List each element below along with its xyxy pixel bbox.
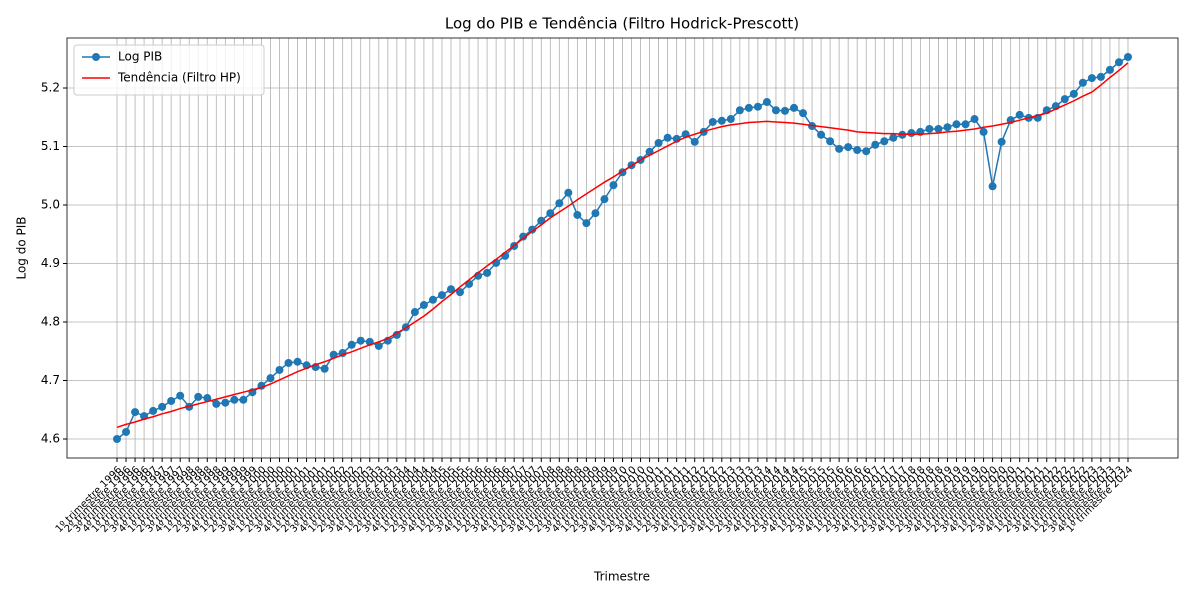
data-point bbox=[456, 288, 465, 297]
data-point bbox=[1123, 53, 1132, 62]
data-point bbox=[230, 395, 239, 404]
data-point bbox=[1060, 95, 1069, 104]
data-point bbox=[392, 330, 401, 339]
data-point bbox=[1096, 72, 1105, 81]
data-point bbox=[410, 308, 419, 317]
data-point bbox=[1114, 58, 1123, 67]
data-point bbox=[853, 146, 862, 155]
data-point bbox=[519, 232, 528, 241]
x-axis-label: Trimestre bbox=[593, 570, 650, 584]
legend-marker bbox=[92, 53, 100, 61]
data-point bbox=[113, 434, 122, 443]
legend: Log PIB Tendência (Filtro HP) bbox=[73, 44, 265, 96]
data-point bbox=[573, 210, 582, 219]
data-point bbox=[961, 120, 970, 129]
data-point bbox=[239, 395, 248, 404]
data-point bbox=[122, 427, 131, 436]
data-point bbox=[744, 103, 753, 112]
data-point bbox=[212, 399, 221, 408]
legend-label: Log PIB bbox=[118, 50, 162, 64]
data-point bbox=[221, 398, 230, 407]
y-tick-label: 4.9 bbox=[41, 256, 60, 270]
y-tick-label: 5.2 bbox=[41, 81, 60, 95]
data-point bbox=[284, 358, 293, 367]
data-point bbox=[988, 182, 997, 191]
data-point bbox=[203, 394, 212, 403]
data-point bbox=[871, 140, 880, 149]
data-point bbox=[1069, 89, 1078, 98]
data-point bbox=[194, 392, 203, 401]
data-point bbox=[483, 268, 492, 277]
data-point bbox=[952, 120, 961, 129]
data-point bbox=[771, 106, 780, 115]
data-point bbox=[320, 364, 329, 373]
data-point bbox=[826, 137, 835, 146]
data-point bbox=[817, 130, 826, 139]
data-point bbox=[934, 124, 943, 133]
y-axis-label: Log do PIB bbox=[15, 216, 29, 279]
data-point bbox=[735, 106, 744, 115]
data-point bbox=[374, 341, 383, 350]
data-point bbox=[158, 402, 167, 411]
data-point bbox=[654, 139, 663, 147]
data-point bbox=[347, 340, 356, 349]
data-point bbox=[555, 199, 564, 208]
data-point bbox=[943, 123, 952, 132]
data-point bbox=[790, 103, 799, 112]
y-tick-label: 4.6 bbox=[41, 431, 60, 445]
data-point bbox=[1087, 74, 1096, 83]
y-tick-label: 5.0 bbox=[41, 198, 60, 212]
data-point bbox=[609, 181, 618, 190]
data-point bbox=[907, 129, 916, 138]
data-point bbox=[149, 406, 158, 415]
data-point bbox=[889, 133, 898, 142]
data-point bbox=[1078, 78, 1087, 87]
data-point bbox=[275, 365, 284, 374]
chart-title: Log do PIB e Tendência (Filtro Hodrick-P… bbox=[445, 15, 799, 33]
data-point bbox=[862, 147, 871, 156]
data-point bbox=[293, 357, 302, 366]
data-point bbox=[717, 116, 726, 125]
legend-label: Tendência (Filtro HP) bbox=[117, 71, 241, 85]
data-point bbox=[446, 285, 455, 294]
data-point bbox=[880, 137, 889, 146]
data-point bbox=[428, 295, 437, 304]
data-point bbox=[997, 137, 1006, 146]
data-point bbox=[266, 374, 275, 383]
data-point bbox=[437, 291, 446, 300]
data-point bbox=[663, 133, 672, 142]
data-point bbox=[925, 124, 934, 133]
data-point bbox=[131, 408, 140, 417]
series-line bbox=[116, 62, 1129, 429]
data-point bbox=[753, 102, 762, 111]
data-point bbox=[600, 195, 609, 204]
data-point bbox=[762, 98, 771, 107]
data-point bbox=[690, 137, 699, 146]
data-point bbox=[564, 188, 573, 197]
y-tick-label: 4.7 bbox=[41, 373, 60, 387]
data-point bbox=[176, 391, 185, 400]
data-point bbox=[1105, 65, 1114, 74]
y-tick-label: 5.1 bbox=[41, 139, 60, 153]
data-point bbox=[1015, 110, 1024, 119]
data-point bbox=[708, 117, 717, 126]
data-point bbox=[799, 109, 808, 118]
y-tick-label: 4.8 bbox=[41, 314, 60, 328]
legend-box bbox=[73, 44, 265, 96]
data-point bbox=[726, 115, 735, 124]
data-point bbox=[780, 106, 789, 115]
data-point bbox=[979, 127, 988, 136]
data-point bbox=[546, 209, 555, 218]
data-point bbox=[528, 225, 537, 234]
data-point bbox=[419, 301, 428, 310]
data-point bbox=[167, 396, 176, 405]
data-point bbox=[970, 115, 979, 124]
data-point bbox=[356, 336, 365, 345]
data-point bbox=[835, 144, 844, 153]
data-point bbox=[591, 209, 600, 218]
data-point bbox=[582, 219, 591, 228]
plot-frame bbox=[66, 37, 1179, 459]
data-point bbox=[844, 143, 853, 152]
